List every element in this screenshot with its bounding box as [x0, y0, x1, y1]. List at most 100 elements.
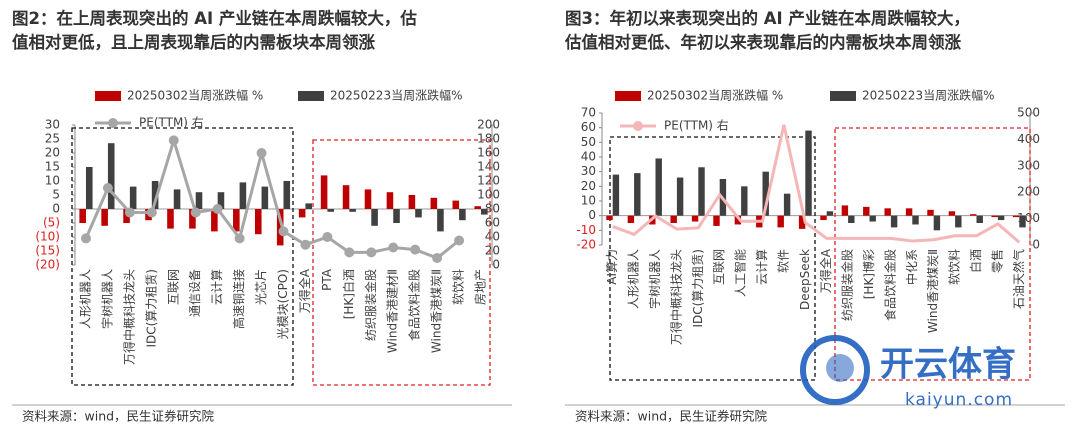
- y-tick-label: (15): [35, 244, 60, 258]
- bar: [349, 209, 356, 212]
- y-tick-label: 20: [45, 146, 60, 160]
- x-tick-label: [HK]博彩: [861, 249, 876, 299]
- bar: [905, 208, 913, 216]
- y2-tick-label: 400: [1017, 132, 1040, 146]
- x-tick-label: 软饮料: [948, 249, 962, 285]
- x-tick-label: 光芯片: [254, 269, 268, 305]
- bar: [890, 215, 898, 228]
- bar: [912, 215, 919, 225]
- y-tick-label: 0: [52, 202, 60, 216]
- x-tick-label: 人形机器人: [78, 269, 92, 329]
- y2-tick-label: 300: [1017, 158, 1040, 172]
- bar: [676, 177, 684, 216]
- pe-marker: [102, 183, 113, 193]
- y-tick-label: 0: [588, 208, 596, 222]
- legend-swatch: [298, 91, 324, 101]
- pe-marker: [344, 247, 355, 258]
- x-tick-label: 食品饮料金股: [882, 249, 897, 321]
- bar: [430, 197, 438, 209]
- pe-line: [84, 135, 461, 260]
- y-tick-label: 15: [45, 160, 60, 174]
- y2-tick-label: 160: [477, 146, 500, 160]
- bar: [101, 209, 108, 226]
- bar: [107, 143, 115, 209]
- pe-marker: [234, 233, 245, 244]
- bar: [415, 209, 422, 218]
- bar: [342, 185, 350, 209]
- bar: [85, 167, 93, 209]
- bar: [481, 209, 488, 215]
- bar: [826, 211, 834, 216]
- bar: [151, 181, 159, 209]
- bar: [698, 167, 705, 216]
- pe-marker: [168, 135, 179, 146]
- bar: [948, 211, 956, 216]
- bar: [437, 209, 444, 232]
- pe-marker: [366, 247, 377, 258]
- y-tick-label: 25: [45, 132, 60, 146]
- source: 资料来源：wind，民生证券研究院: [22, 409, 215, 424]
- pe-marker: [256, 148, 267, 158]
- y-tick-label: 40: [581, 150, 596, 164]
- pe-marker: [146, 207, 157, 218]
- y-tick-label: 20: [581, 179, 596, 193]
- y-tick-label: 50: [581, 135, 596, 149]
- bar: [364, 189, 372, 209]
- bar: [393, 209, 400, 223]
- pe-marker: [278, 226, 289, 237]
- legend-swatch: [615, 91, 641, 101]
- bar: [783, 193, 791, 216]
- x-tick-label: 纺织服装金股: [840, 249, 855, 321]
- bar: [670, 215, 677, 223]
- bar: [762, 171, 769, 216]
- y-tick-label: 5: [52, 188, 60, 202]
- x-tick-label: 房地产: [473, 269, 488, 305]
- bar: [612, 174, 620, 216]
- y2-tick-label: 120: [477, 174, 500, 188]
- bar: [976, 215, 983, 223]
- pe-marker: [190, 207, 201, 218]
- x-tick-label: IDC(算力租赁): [143, 269, 158, 348]
- bar: [884, 208, 891, 216]
- y-tick-label: -10: [576, 223, 596, 237]
- bar: [320, 175, 328, 209]
- x-tick-label: 万得中概科技龙头: [668, 249, 683, 345]
- bar: [970, 214, 977, 216]
- watermark-name: 开云体育: [880, 345, 1016, 385]
- x-tick-label: 万得全A: [818, 248, 833, 293]
- x-tick-label: [HK]白酒: [341, 269, 356, 319]
- x-tick-label: 宇树机器人: [99, 269, 114, 329]
- bar: [820, 215, 827, 221]
- bar: [129, 186, 137, 209]
- bar: [474, 206, 482, 209]
- bar: [734, 215, 742, 225]
- x-tick-label: 互联网: [166, 269, 180, 305]
- bar: [408, 195, 416, 209]
- x-tick-label: 食品饮料金股: [407, 269, 422, 341]
- x-tick-label: Wind香港建材Ⅱ: [386, 269, 400, 353]
- pe-marker: [80, 233, 91, 244]
- chart-title: 图3：年初以来表现突出的 AI 产业链在本周跌幅较大，: [565, 8, 970, 28]
- x-tick-label: 软件: [776, 249, 790, 273]
- highlight-box: [312, 139, 491, 386]
- x-tick-label: 白酒: [968, 249, 983, 273]
- pe-marker: [124, 207, 135, 218]
- bar: [1019, 215, 1026, 228]
- bar: [863, 206, 870, 216]
- bar: [254, 209, 262, 235]
- x-tick-label: 人形机器人: [627, 249, 641, 309]
- y-tick-label: 10: [45, 174, 60, 188]
- legend-swatch: [830, 91, 856, 101]
- pe-marker: [454, 235, 465, 246]
- y-tick-label: 30: [45, 118, 60, 132]
- chart-title: 图2：在上周表现突出的 AI 产业链在本周跌幅较大，估: [12, 8, 417, 28]
- watermark-url: kaiyun.com: [905, 390, 1013, 410]
- bar: [217, 192, 225, 209]
- bar: [841, 205, 849, 216]
- bar: [459, 209, 466, 221]
- pe-marker: [322, 232, 333, 242]
- y-tick-label: (5): [43, 216, 60, 230]
- legend-label: 20250302当周涨跌幅 %: [647, 88, 783, 103]
- bar: [195, 192, 203, 209]
